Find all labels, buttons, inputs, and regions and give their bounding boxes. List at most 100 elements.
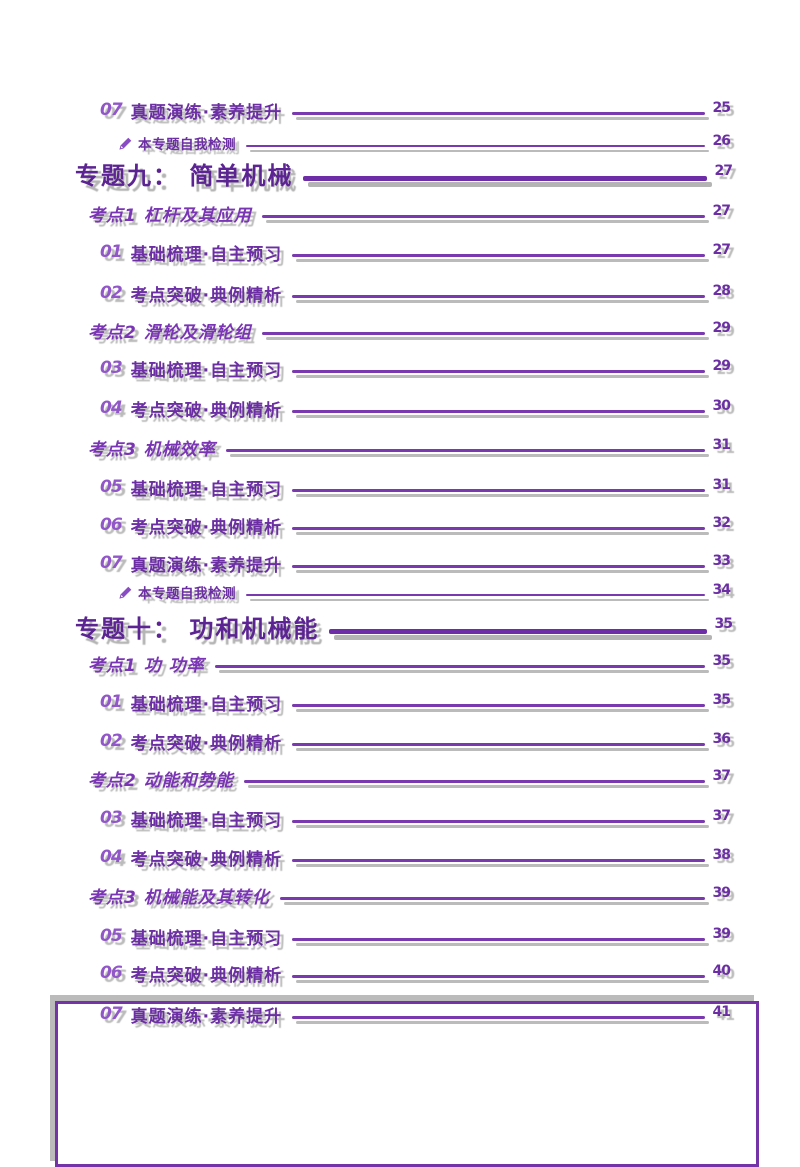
entry-title: 考点2 滑轮及滑轮组 [88, 322, 252, 343]
toc-entry[interactable]: 02 考点突破·典例精析 36 [100, 729, 732, 754]
section-title: 专题九： 简单机械 [75, 161, 294, 190]
entry-page: 36 [712, 731, 732, 747]
entry-title: 基础梳理·自主预习 [130, 479, 283, 500]
toc-entry-kaodian[interactable]: 考点3 机械能及其转化 39 [88, 883, 732, 908]
leader-line [292, 488, 705, 492]
entry-number: 02 [100, 283, 123, 303]
entry-title: 考点2 动能和势能 [88, 770, 234, 791]
toc-entry-selftest[interactable]: 本专题自我检测 34 [118, 582, 731, 602]
leader-line [292, 369, 705, 373]
entry-page: 26 [712, 133, 732, 149]
leader-line [303, 175, 707, 181]
entry-page: 25 [712, 100, 732, 116]
entry-number: 07 [100, 1004, 123, 1024]
leader-line [292, 1015, 705, 1019]
toc-entry[interactable]: 07 真题演练·素养提升 41 [100, 1002, 732, 1027]
leader-line [246, 145, 705, 147]
entry-title: 考点1 功 功率 [88, 655, 205, 676]
leader-line [292, 819, 705, 823]
entry-title: 考点突破·典例精析 [130, 965, 283, 986]
entry-number: 06 [100, 963, 123, 983]
entry-page: 27 [712, 203, 732, 219]
leader-line [292, 526, 705, 530]
entry-page: 29 [712, 320, 732, 336]
entry-title: 考点3 机械效率 [88, 439, 216, 460]
leader-line [292, 858, 705, 862]
toc-entry[interactable]: 04 考点突破·典例精析 38 [100, 845, 732, 870]
entry-page: 31 [712, 477, 732, 493]
toc-entry-kaodian[interactable]: 考点3 机械效率 31 [88, 435, 731, 460]
toc-entry[interactable]: 03 基础梳理·自主预习 37 [100, 806, 732, 831]
toc-entry[interactable]: 06 考点突破·典例精析 40 [100, 961, 731, 986]
entry-page: 28 [712, 283, 732, 299]
toc-entry-selftest[interactable]: 本专题自我检测 26 [118, 133, 732, 153]
entry-page: 27 [714, 163, 734, 179]
toc-entry[interactable]: 05 基础梳理·自主预习 31 [100, 475, 732, 500]
toc-section-header[interactable]: 专题十： 功和机械能 35 [75, 611, 733, 643]
toc-entry[interactable]: 02 考点突破·典例精析 28 [100, 281, 732, 306]
entry-title: 基础梳理·自主预习 [130, 928, 283, 949]
entry-page: 30 [712, 398, 732, 414]
entry-page: 39 [712, 885, 732, 901]
toc-entry-kaodian[interactable]: 考点2 滑轮及滑轮组 29 [88, 318, 732, 343]
pencil-icon [119, 137, 132, 150]
leader-line [292, 742, 705, 746]
leader-line [292, 253, 705, 257]
section-title: 专题十： 功和机械能 [75, 614, 320, 643]
entry-number: 03 [100, 808, 123, 828]
entry-number: 03 [100, 358, 123, 378]
entry-page: 33 [712, 553, 732, 569]
toc-entry[interactable]: 01 基础梳理·自主预习 27 [100, 240, 732, 265]
toc-entry[interactable]: 07 真题演练·素养提升 33 [100, 551, 732, 576]
entry-page: 27 [712, 242, 732, 258]
leader-line [292, 974, 705, 978]
entry-title: 考点突破·典例精析 [130, 400, 283, 421]
entry-number: 01 [100, 692, 123, 712]
toc-entry-kaodian[interactable]: 考点1 杠杆及其应用 27 [88, 201, 732, 226]
entry-page: 41 [712, 1004, 732, 1020]
entry-page: 37 [712, 808, 732, 824]
toc-entry[interactable]: 06 考点突破·典例精析 32 [100, 513, 732, 538]
entry-title: 考点突破·典例精析 [130, 733, 283, 754]
entry-title: 考点突破·典例精析 [130, 849, 283, 870]
entry-title: 考点3 机械能及其转化 [88, 887, 270, 908]
entry-number: 04 [100, 398, 123, 418]
leader-line [279, 896, 705, 900]
leader-line [246, 594, 705, 596]
toc-entry[interactable]: 04 考点突破·典例精析 30 [100, 396, 732, 421]
leader-line [292, 937, 705, 941]
leader-line [292, 294, 705, 298]
entry-number: 01 [100, 242, 123, 262]
entry-title: 真题演练·素养提升 [130, 102, 283, 123]
leader-line [329, 628, 707, 634]
leader-line [292, 409, 705, 413]
toc-entry[interactable]: 01 基础梳理·自主预习 35 [100, 690, 732, 715]
entry-page: 32 [712, 515, 732, 531]
entry-title: 基础梳理·自主预习 [130, 360, 283, 381]
toc-entry[interactable]: 07 真题演练·素养提升 25 [100, 98, 732, 123]
entry-number: 02 [100, 731, 123, 751]
leader-line [292, 564, 705, 568]
leader-line [261, 331, 705, 335]
entry-title: 真题演练·素养提升 [130, 555, 283, 576]
leader-line [225, 448, 705, 452]
entry-page: 35 [712, 692, 732, 708]
entry-page: 38 [712, 847, 732, 863]
leader-line [261, 214, 705, 218]
toc-entry-kaodian[interactable]: 考点2 动能和势能 37 [88, 766, 731, 791]
toc-entry[interactable]: 05 基础梳理·自主预习 39 [100, 924, 731, 949]
toc-entry[interactable]: 03 基础梳理·自主预习 29 [100, 356, 732, 381]
entry-title: 基础梳理·自主预习 [130, 244, 283, 265]
entry-title: 考点1 杠杆及其应用 [88, 205, 252, 226]
leader-line [243, 779, 705, 783]
leader-line [214, 664, 705, 668]
entry-number: 04 [100, 847, 123, 867]
entry-title: 本专题自我检测 [138, 137, 236, 153]
toc-section-header[interactable]: 专题九： 简单机械 27 [75, 158, 734, 190]
toc-entry-kaodian[interactable]: 考点1 功 功率 35 [88, 651, 731, 676]
entry-page: 29 [712, 358, 732, 374]
entry-number: 07 [100, 100, 123, 120]
entry-title: 本专题自我检测 [138, 586, 236, 602]
entry-title: 真题演练·素养提升 [130, 1006, 283, 1027]
toc-page: 07 真题演练·素养提升 25 本专题自我检测 26 专题九： 简单机械 27 … [55, 98, 759, 1167]
